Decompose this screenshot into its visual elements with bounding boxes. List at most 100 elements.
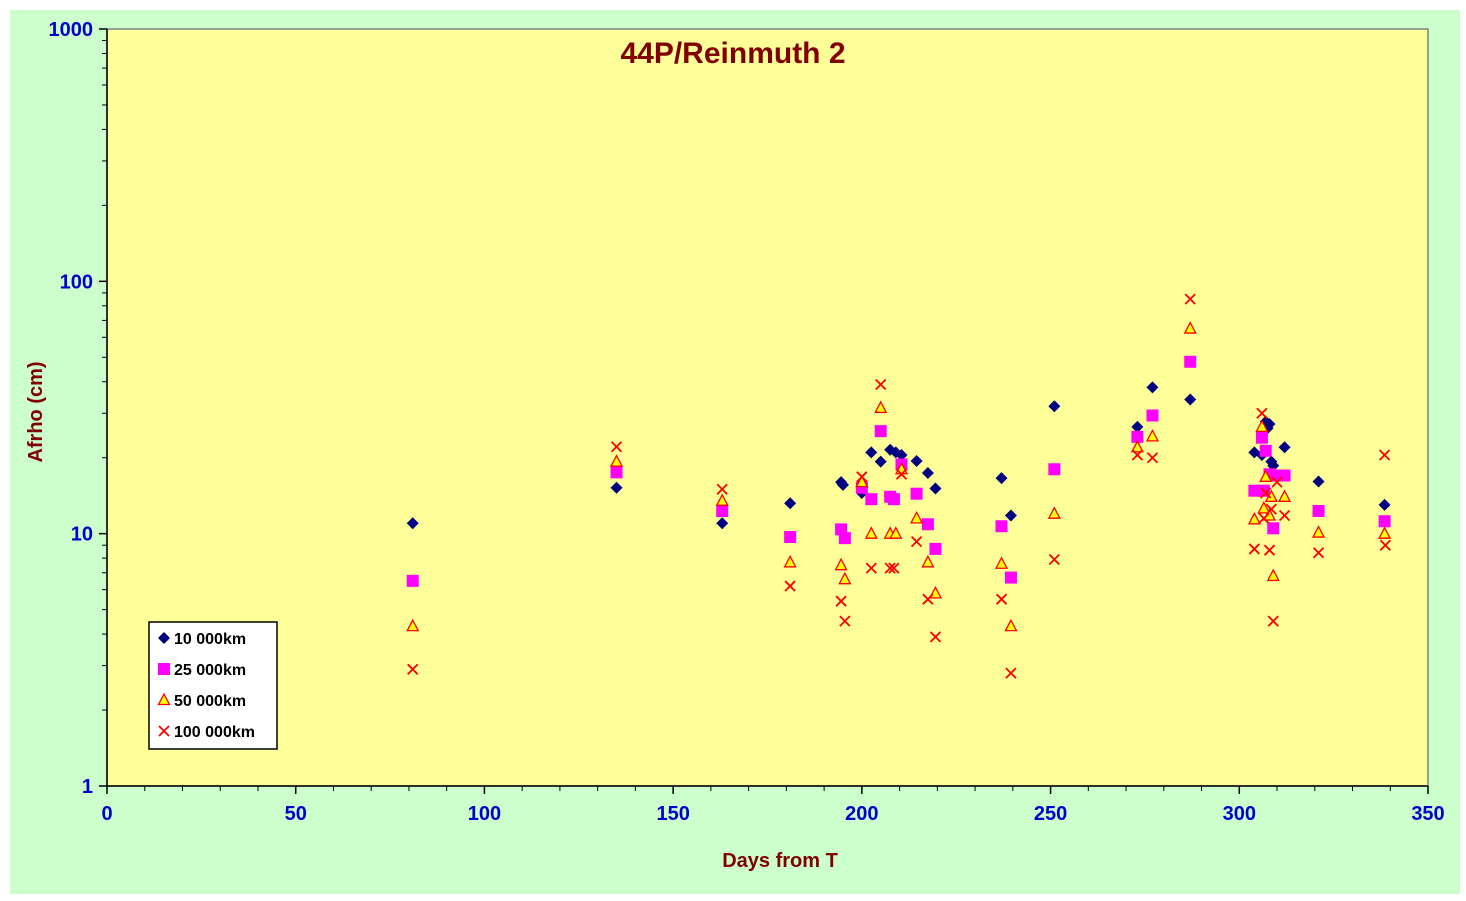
series-25000km-point — [921, 518, 934, 531]
series-10000km-point — [865, 446, 878, 459]
series-50000km-point — [834, 557, 848, 571]
series-100000km-point — [884, 562, 896, 574]
chart-title: 44P/Reinmuth 2 — [620, 37, 845, 70]
series-10000km-point — [874, 455, 887, 468]
series-100000km-point — [1379, 539, 1391, 551]
series-50000km-point — [910, 510, 924, 524]
series-100000km-point — [1146, 452, 1159, 464]
series-0 — [406, 381, 1391, 530]
series-10000km-point — [784, 497, 797, 510]
series-10000km-point — [1131, 420, 1144, 433]
series-100000km-point — [839, 615, 851, 627]
y-tick-label: 1 — [82, 776, 93, 798]
series-25000km-point — [838, 532, 851, 545]
series-100000km-point — [922, 593, 934, 605]
series-2 — [406, 321, 1392, 632]
series-25000km-point — [1255, 431, 1268, 444]
x-tick-label: 50 — [285, 803, 307, 825]
legend-label: 10 000km — [174, 631, 246, 648]
series-100000km-point — [1263, 544, 1276, 556]
series-100000km-point — [1278, 509, 1291, 522]
series-100000km-point — [1258, 512, 1270, 524]
series-10000km-point — [1278, 441, 1291, 454]
series-25000km-point — [716, 504, 729, 517]
series-100000km-point — [1048, 553, 1060, 566]
x-tick-label: 0 — [101, 803, 112, 825]
series-50000km-point — [1378, 526, 1392, 539]
series-100000km-point — [1312, 547, 1325, 559]
series-100000km-point — [1267, 615, 1279, 627]
series-10000km-point — [716, 517, 729, 530]
series-50000km-point — [1183, 321, 1197, 334]
series-10000km-point — [895, 449, 908, 462]
series-100000km-point — [875, 378, 887, 391]
series-100000km-point — [1005, 667, 1017, 679]
series-100000km-point — [910, 535, 923, 548]
series-100000km-point — [1131, 449, 1144, 461]
series-100000km-point — [1256, 407, 1268, 419]
series-100000km-point — [865, 562, 877, 574]
series-50000km-point — [889, 526, 903, 539]
series-100000km-point — [895, 468, 908, 480]
series-25000km-point — [1259, 444, 1272, 457]
y-tick-label: 1000 — [49, 19, 94, 41]
x-tick-label: 150 — [656, 803, 689, 825]
series-10000km-point — [1048, 400, 1061, 413]
series-50000km-point — [609, 454, 624, 467]
legend-marker — [158, 725, 170, 737]
y-axis-title: Afrho (cm) — [25, 361, 47, 462]
series-100000km-point — [995, 593, 1008, 605]
series-25000km-point — [784, 531, 797, 544]
series-10000km-point — [1312, 475, 1325, 488]
series-50000km-point — [1255, 419, 1269, 433]
series-50000km-point — [874, 400, 888, 414]
series-10000km-point — [910, 455, 923, 468]
series-10000km-point — [1184, 393, 1197, 406]
legend-marker — [158, 663, 170, 675]
x-tick-label: 200 — [845, 803, 878, 825]
series-25000km-point — [1146, 409, 1159, 422]
series-50000km-point — [783, 554, 797, 568]
series-100000km-point — [407, 663, 419, 675]
series-100000km-point — [1265, 503, 1278, 515]
series-50000km-point — [1004, 618, 1018, 632]
legend-marker — [157, 692, 171, 706]
series-50000km-point — [406, 618, 420, 632]
series-50000km-point — [715, 493, 729, 506]
series-25000km-point — [1004, 571, 1017, 584]
series-100000km-point — [610, 441, 623, 453]
series-100000km-point — [856, 471, 868, 483]
series-50000km-point — [855, 474, 869, 488]
legend-box — [148, 621, 278, 750]
y-tick-label: 100 — [60, 271, 93, 293]
series-25000km-point — [1131, 430, 1144, 443]
series-25000km-point — [610, 466, 623, 479]
series-25000km-point — [910, 487, 923, 500]
series-10000km-point — [995, 472, 1008, 485]
series-10000km-point — [1146, 381, 1159, 394]
series-100000km-point — [835, 595, 847, 607]
axes: 0 50 100 150 200 250 300 350 1 10 100 1000 — [49, 19, 1445, 825]
series-50000km-point — [1259, 469, 1273, 482]
x-tick-label: 350 — [1411, 803, 1444, 825]
series-25000km-point — [406, 574, 419, 587]
series-10000km-point — [406, 517, 419, 530]
series-50000km-point — [1266, 568, 1280, 582]
series-100000km-point — [1260, 487, 1272, 499]
legend-marker — [158, 632, 170, 644]
series-50000km-point — [1278, 489, 1292, 502]
series-3 — [407, 293, 1391, 679]
series-10000km-point — [929, 482, 942, 495]
series-50000km-point — [1311, 525, 1326, 538]
series-50000km-point — [1047, 506, 1061, 519]
data-marks — [406, 293, 1392, 679]
series-10000km-point — [610, 481, 623, 494]
series-25000km-point — [929, 542, 942, 555]
series-50000km-point — [1257, 500, 1271, 514]
series-50000km-point — [994, 556, 1009, 569]
x-tick-label: 100 — [468, 803, 501, 825]
series-25000km-point — [995, 520, 1008, 533]
series-100000km-point — [1378, 449, 1391, 461]
series-100000km-point — [1271, 476, 1283, 488]
